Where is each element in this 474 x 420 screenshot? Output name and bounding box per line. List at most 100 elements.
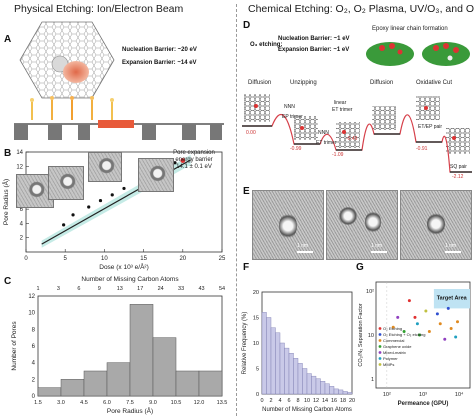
y-tick-label-c: 12	[28, 294, 35, 300]
y-axis-label-f: Relative Frequency (%)	[242, 312, 248, 375]
histogram-bar-f	[261, 312, 267, 395]
y-tick-label-g: 10²	[366, 289, 374, 295]
histogram-bar-f	[329, 386, 335, 395]
data-point-b	[98, 198, 103, 203]
target-area-label-g: Target Area	[437, 296, 468, 302]
x-tick-label-b: 25	[219, 256, 226, 262]
d-label-et-trimer: ET trimer	[316, 140, 337, 146]
epoxy-molecule-1	[366, 42, 414, 66]
legend-label-g: O₂ Etching + O₃ etching	[383, 332, 425, 337]
histogram-bar-c	[175, 370, 200, 397]
data-point-g	[438, 322, 442, 326]
epoxy-chain-illustration	[366, 42, 470, 66]
reaction-energy-diagram	[242, 94, 472, 173]
x-tick-label-c: 10.5	[171, 400, 182, 406]
x-tick-label-c: 7.5	[126, 400, 134, 406]
y-tick-label-b: 14	[16, 150, 23, 156]
histogram-bar-f	[342, 391, 348, 395]
top-tick-label-c: 24	[158, 286, 164, 292]
structure-sq-pair	[446, 128, 470, 154]
legend-label-g: O₂ Etching	[383, 326, 402, 331]
d-label-linear: linear	[334, 100, 347, 106]
legend-label-g: Mixed-matrix	[383, 350, 406, 355]
structure-linear-et	[372, 106, 396, 130]
x-tick-label-b: 15	[140, 256, 147, 262]
ion-beam-arrows	[30, 96, 114, 120]
structure-ep-trimer	[294, 116, 318, 140]
diffusion-label-1: Diffusion	[248, 80, 272, 86]
data-point-g	[455, 320, 459, 324]
legend-marker-g	[378, 363, 382, 366]
histogram-bar-f	[324, 383, 330, 395]
top-tick-label-c: 17	[137, 286, 143, 292]
data-point-b	[87, 205, 91, 209]
x-tick-label-f: 12	[313, 398, 319, 404]
y-tick-label-b: 4	[20, 221, 24, 227]
x-tick-label-f: 14	[322, 398, 328, 404]
histogram-bar-f	[288, 352, 294, 395]
x-tick-label-f: 18	[340, 398, 346, 404]
y-axis-label-g: CO₂/N₂ Separation Factor	[358, 303, 364, 366]
d-label-et-ep-pair: ET/EP pair	[418, 124, 443, 130]
legend-marker-g	[378, 327, 382, 330]
top-tick-label-c: 3	[57, 286, 60, 292]
x-tick-label-c: 6.0	[103, 400, 111, 406]
x-tick-label-f: 6	[287, 398, 290, 404]
annotation-b-line2: energy barrier	[175, 157, 212, 163]
histogram-bar-c	[37, 387, 62, 397]
histogram-bar-f	[311, 375, 317, 395]
plot-frame-g	[375, 281, 471, 389]
x-tick-label-f: 20	[349, 398, 355, 404]
data-point-b	[122, 186, 126, 191]
energy-ep-trimer: -0.99	[290, 146, 302, 152]
tem-image-e3: 1 nm	[400, 190, 472, 260]
membrane-support	[14, 120, 224, 140]
expanded-pore	[63, 61, 89, 83]
legend-label-g: Polymer	[383, 356, 398, 361]
expansion-barrier-a: Expansion Barrier: ~14 eV	[122, 60, 197, 66]
epoxy-chain-label: Epoxy linear chain formation	[372, 26, 448, 32]
data-point-g	[427, 330, 431, 334]
x-tick-label-g: 10²	[383, 392, 391, 398]
x-tick-label-f: 0	[260, 398, 263, 404]
energy-et-trimer: -1.09	[332, 152, 344, 158]
tem-inset-1	[16, 174, 54, 208]
tem-image-e1: 1 nm	[252, 190, 324, 260]
tem-inset-4	[138, 158, 174, 192]
x-tick-label-c: 12.0	[194, 400, 205, 406]
histogram-bar-f	[320, 381, 326, 395]
legend-label-g: MMPs	[383, 362, 394, 367]
left-section-header: Physical Etching: Ion/Electron Beam	[14, 3, 184, 15]
top-tick-label-c: 9	[98, 286, 101, 292]
y-axis-label-c: Number of Pores	[11, 321, 18, 371]
x-tick-label-g: 10³	[419, 392, 427, 398]
panel-label-f: F	[243, 262, 250, 273]
unzipping-label: Unzipping	[290, 80, 317, 86]
legend-marker-g	[378, 339, 382, 342]
x-tick-label-b: 5	[64, 256, 68, 262]
x-tick-label-f: 16	[331, 398, 337, 404]
legend-label-g: Commercial	[383, 338, 404, 343]
o3-etching-label: O₃ etching:	[250, 42, 283, 48]
y-tick-label-f: 5	[256, 367, 259, 373]
d-label-sq-pair: SQ pair	[450, 164, 467, 170]
histogram-bar-f	[306, 373, 312, 395]
nucleation-barrier-a: Nucleation Barrier: ~20 eV	[122, 47, 197, 53]
data-point-g	[449, 327, 453, 331]
nucleation-barrier-d: Nucleation Barrier: ~1 eV	[278, 36, 350, 42]
section-divider	[236, 4, 237, 416]
energy-levels	[242, 125, 472, 173]
energy-linear-et: -0.49	[346, 136, 358, 142]
histogram-bar-c	[198, 370, 223, 397]
data-point-g	[446, 306, 450, 310]
data-point-g	[413, 315, 417, 319]
x-tick-label-b: 0	[24, 256, 28, 262]
d-label-nnn-1: NNN	[284, 104, 295, 110]
histogram-bar-f	[315, 378, 321, 395]
annotation-b-line1: Pore expansion	[173, 150, 215, 156]
energy-sq-pair: -2.12	[452, 174, 464, 180]
data-point-g	[391, 325, 395, 329]
histogram-bar-c	[83, 370, 108, 397]
